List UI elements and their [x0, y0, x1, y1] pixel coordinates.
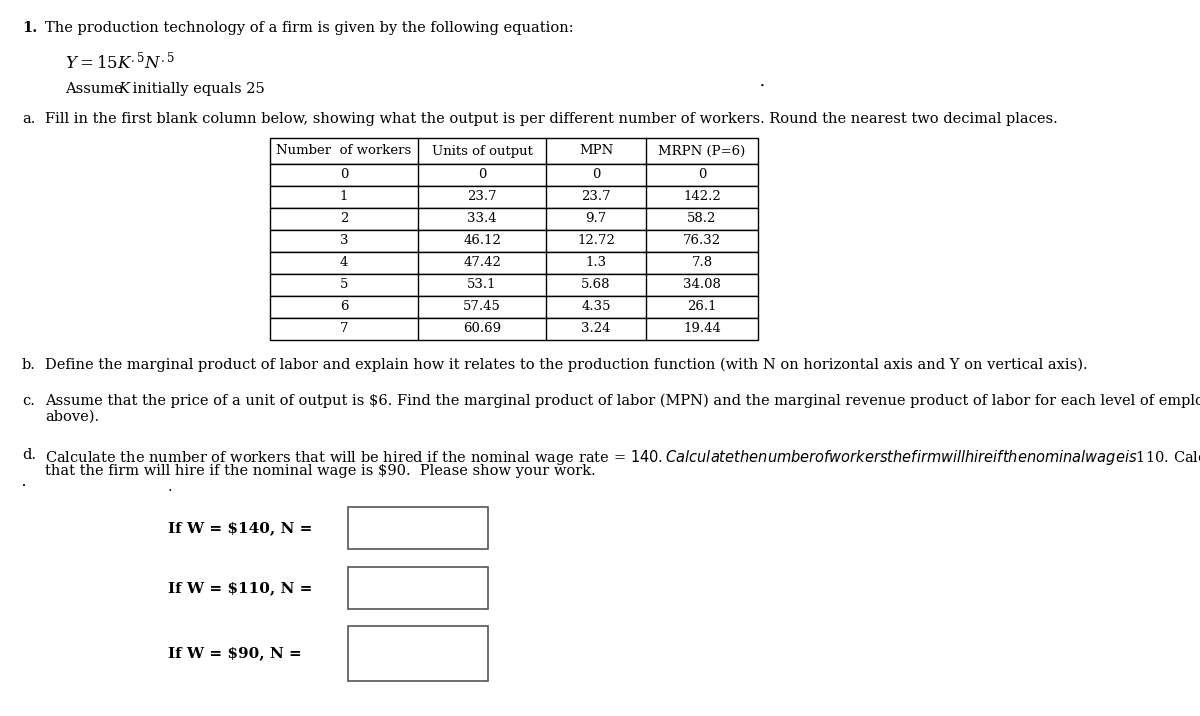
Text: 7: 7 — [340, 322, 348, 336]
Text: The production technology of a firm is given by the following equation:: The production technology of a firm is g… — [46, 21, 574, 35]
Text: •: • — [22, 482, 26, 490]
Bar — [270, 186, 758, 208]
Bar — [270, 296, 758, 318]
Text: If W = $90, N =: If W = $90, N = — [168, 646, 301, 660]
Text: 33.4: 33.4 — [467, 213, 497, 226]
Text: Fill in the first blank column below, showing what the output is per different n: Fill in the first blank column below, sh… — [46, 112, 1057, 126]
Text: •: • — [760, 82, 764, 90]
Text: b.: b. — [22, 358, 36, 372]
Text: 53.1: 53.1 — [467, 279, 497, 291]
Text: 23.7: 23.7 — [467, 190, 497, 203]
Text: 3.24: 3.24 — [581, 322, 611, 336]
Text: 34.08: 34.08 — [683, 279, 721, 291]
Text: 9.7: 9.7 — [586, 213, 607, 226]
Text: 4: 4 — [340, 256, 348, 269]
Text: 5.68: 5.68 — [581, 279, 611, 291]
Text: initially equals 25: initially equals 25 — [128, 82, 265, 96]
Text: Calculate the number of workers that will be hired if the nominal wage rate = $1: Calculate the number of workers that wil… — [46, 448, 1200, 467]
Text: MRPN (P=6): MRPN (P=6) — [659, 145, 745, 158]
Text: 4.35: 4.35 — [581, 301, 611, 314]
Bar — [270, 138, 758, 164]
Text: 76.32: 76.32 — [683, 235, 721, 248]
Text: that the firm will hire if the nominal wage is $90.  Please show your work.: that the firm will hire if the nominal w… — [46, 464, 595, 478]
Text: 60.69: 60.69 — [463, 322, 502, 336]
Text: 1.: 1. — [22, 21, 37, 35]
Text: Assume that the price of a unit of output is $6. Find the marginal product of la: Assume that the price of a unit of outpu… — [46, 394, 1200, 408]
Text: Number  of workers: Number of workers — [276, 145, 412, 158]
Bar — [270, 252, 758, 274]
Text: Define the marginal product of labor and explain how it relates to the productio: Define the marginal product of labor and… — [46, 358, 1087, 372]
Text: MPN: MPN — [578, 145, 613, 158]
Text: 5: 5 — [340, 279, 348, 291]
Text: 0: 0 — [340, 168, 348, 181]
Text: If W = $140, N =: If W = $140, N = — [168, 521, 312, 535]
Text: 47.42: 47.42 — [463, 256, 500, 269]
Bar — [270, 318, 758, 340]
Text: Assume: Assume — [65, 82, 127, 96]
Text: 58.2: 58.2 — [688, 213, 716, 226]
Text: 0: 0 — [698, 168, 706, 181]
Text: If W = $110, N =: If W = $110, N = — [168, 581, 312, 595]
Text: 3: 3 — [340, 235, 348, 248]
Text: 57.45: 57.45 — [463, 301, 500, 314]
Text: 23.7: 23.7 — [581, 190, 611, 203]
Text: 12.72: 12.72 — [577, 235, 614, 248]
Bar — [270, 208, 758, 230]
Text: $Y = 15K^{.5}N^{.5}$: $Y = 15K^{.5}N^{.5}$ — [65, 51, 175, 73]
Bar — [270, 230, 758, 252]
Text: 46.12: 46.12 — [463, 235, 500, 248]
Text: above).: above). — [46, 410, 100, 424]
Text: K: K — [118, 82, 128, 96]
Text: Units of output: Units of output — [432, 145, 533, 158]
Text: 7.8: 7.8 — [691, 256, 713, 269]
Text: 19.44: 19.44 — [683, 322, 721, 336]
Text: c.: c. — [22, 394, 35, 408]
Text: 0: 0 — [478, 168, 486, 181]
Bar — [348, 567, 488, 609]
Text: 26.1: 26.1 — [688, 301, 716, 314]
Text: d.: d. — [22, 448, 36, 462]
Bar — [348, 626, 488, 680]
Bar — [348, 507, 488, 549]
Text: a.: a. — [22, 112, 35, 126]
Bar — [270, 274, 758, 296]
Text: 142.2: 142.2 — [683, 190, 721, 203]
Text: 2: 2 — [340, 213, 348, 226]
Text: 1: 1 — [340, 190, 348, 203]
Bar — [270, 164, 758, 186]
Text: 1.3: 1.3 — [586, 256, 606, 269]
Text: 6: 6 — [340, 301, 348, 314]
Text: .: . — [168, 480, 173, 494]
Text: 0: 0 — [592, 168, 600, 181]
